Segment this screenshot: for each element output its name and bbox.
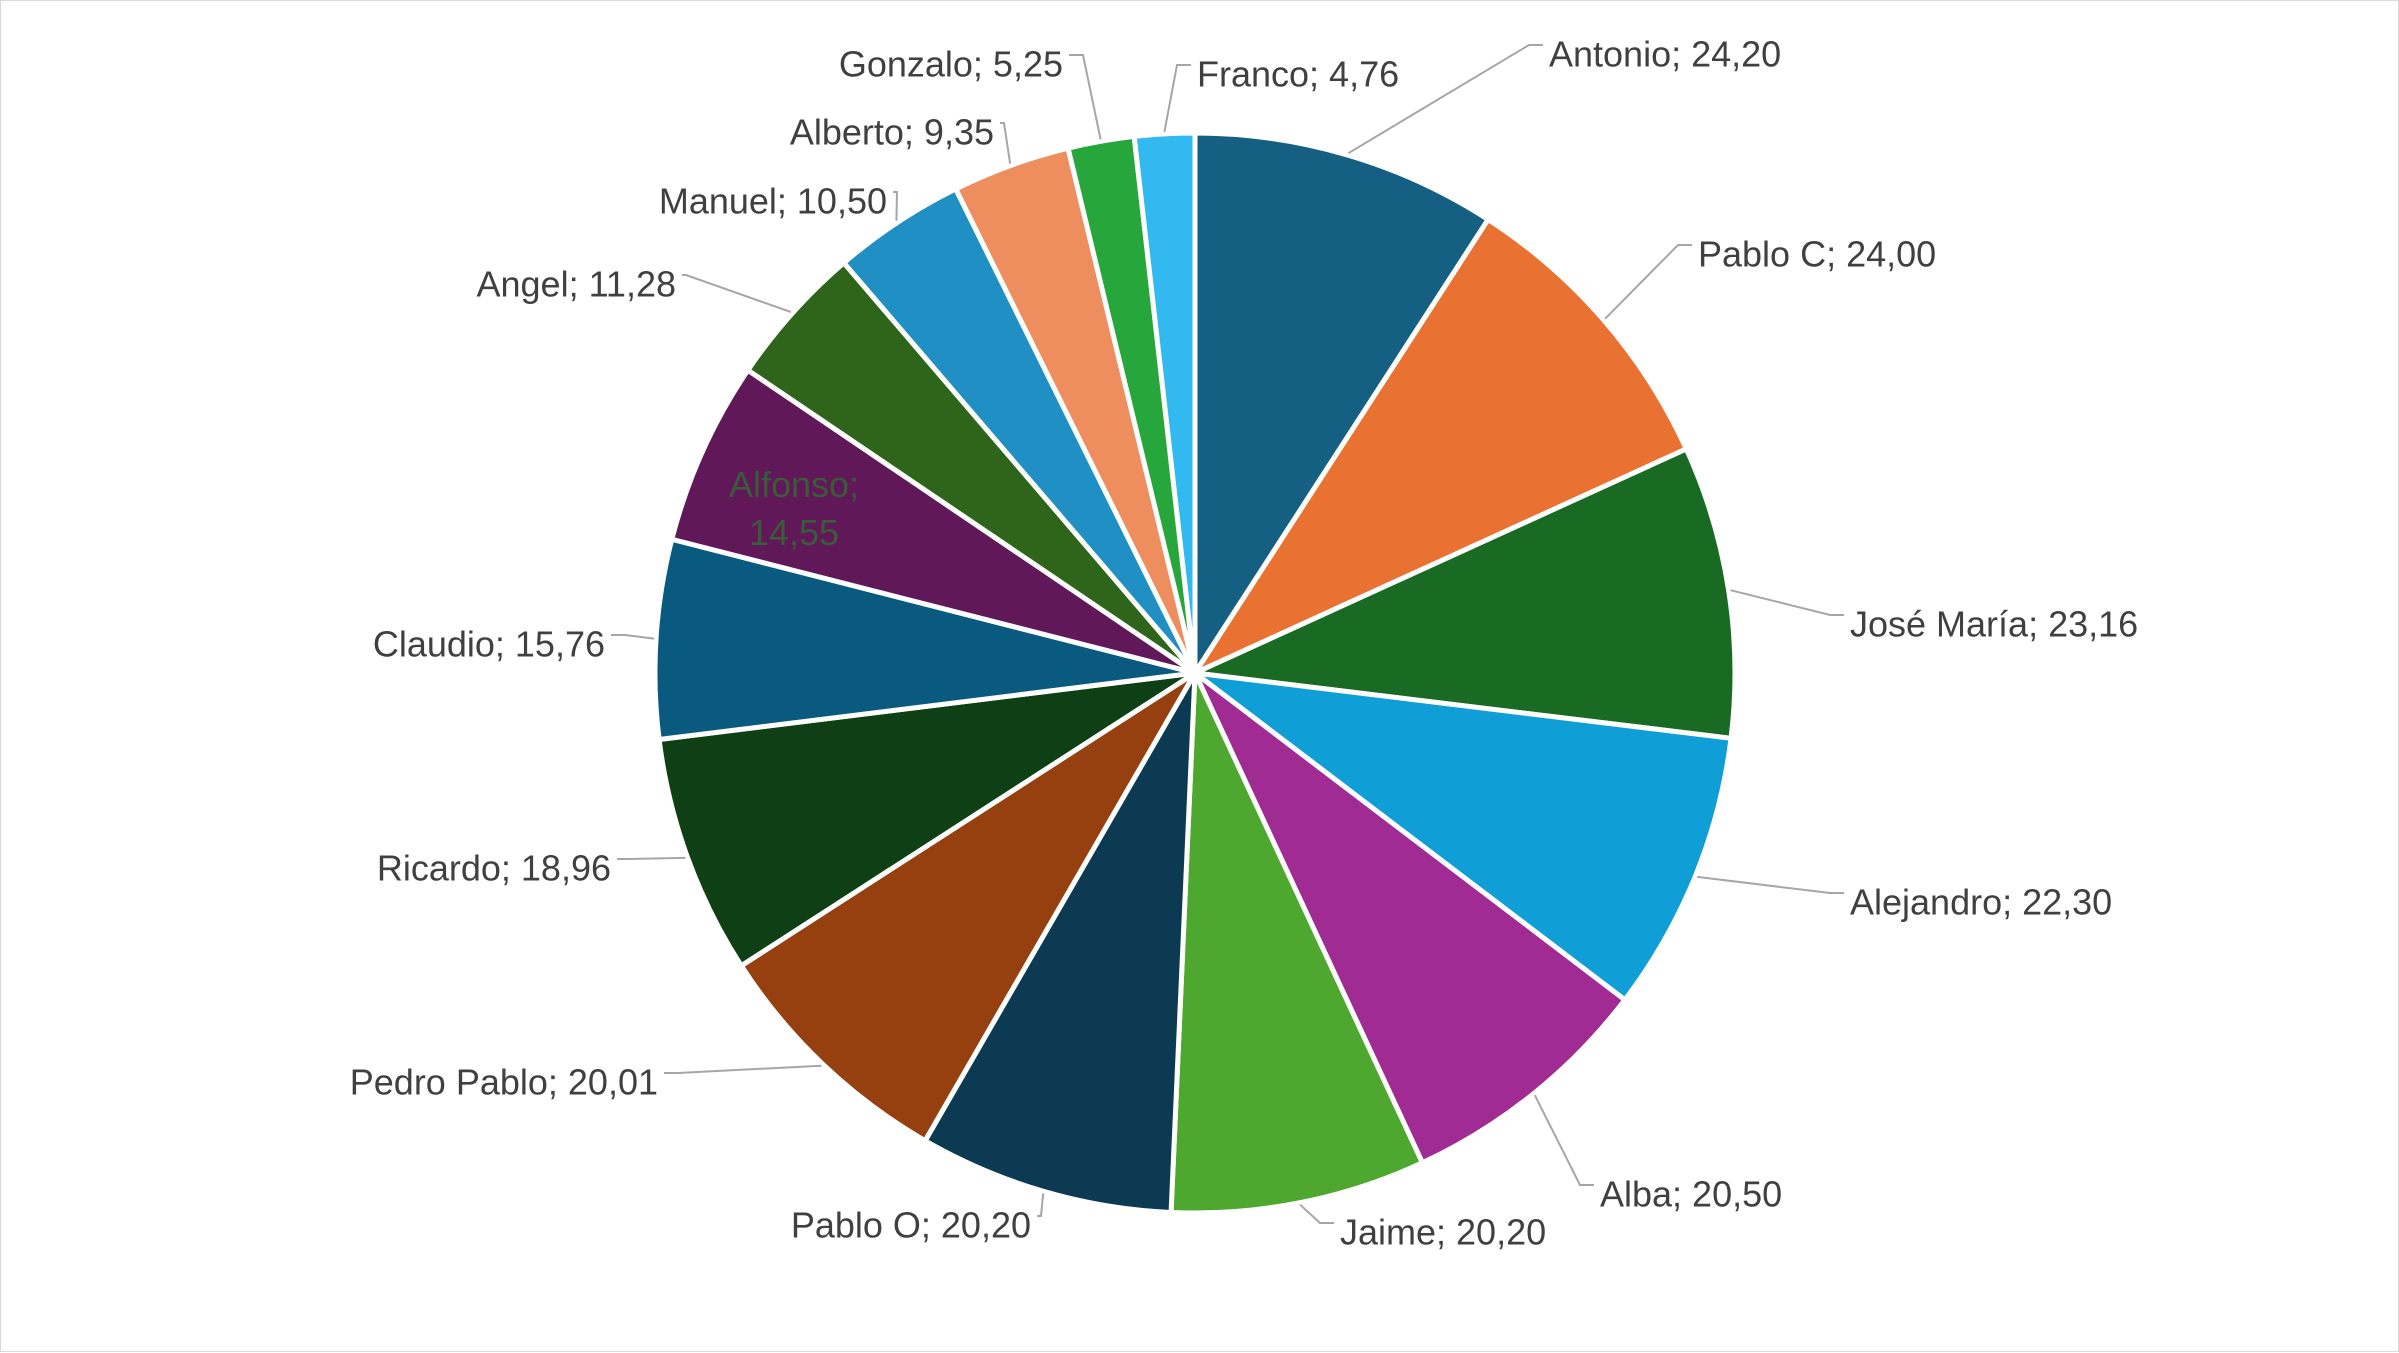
data-label-claudio: Claudio; 15,76 <box>373 624 605 665</box>
data-label-josé-maría: José María; 23,16 <box>1850 604 2138 645</box>
pie-slice-pablo-o <box>922 670 1198 1215</box>
data-label-alba: Alba; 20,50 <box>1600 1174 1782 1215</box>
leader-line-alba <box>1533 1094 1594 1186</box>
data-label-angel: Angel; 11,28 <box>477 264 677 305</box>
data-label-antonio: Antonio; 24,20 <box>1549 34 1781 75</box>
leader-line-ricardo <box>617 856 686 860</box>
leader-line-claudio <box>611 634 655 640</box>
data-label-alfonso: Alfonso; 14,55 <box>729 464 859 553</box>
data-label-alejandro: Alejandro; 22,30 <box>1850 882 2112 923</box>
leader-line-franco <box>1163 64 1191 133</box>
pie-slice-jaime <box>1168 670 1425 1216</box>
leader-line-gonzalo <box>1069 54 1102 140</box>
pie-slice-antonio <box>1192 130 1491 676</box>
pie-slice-josé-maría <box>1192 446 1738 741</box>
pie-slice-alfonso <box>669 367 1198 676</box>
leader-line-manuel <box>893 191 899 221</box>
data-label-pedro-pablo: Pedro Pablo; 20,01 <box>350 1062 658 1103</box>
pie-slice-ricardo <box>656 670 1198 969</box>
pie-slices <box>652 130 1738 1216</box>
pie-slice-pedro-pablo <box>738 670 1198 1144</box>
leader-line-alberto <box>1000 122 1012 164</box>
data-label-jaime: Jaime; 20,20 <box>1340 1212 1546 1253</box>
pie-slice-franco <box>1131 130 1198 676</box>
data-label-pablo-o: Pablo O; 20,20 <box>791 1205 1031 1246</box>
pie-slice-alba <box>1192 670 1628 1166</box>
leader-line-jaime <box>1299 1203 1334 1224</box>
leader-line-josé-maría <box>1730 589 1844 616</box>
data-label-alberto: Alberto; 9,35 <box>790 112 994 153</box>
leader-line-pedro-pablo <box>664 1064 822 1074</box>
pie-slice-alejandro <box>1192 670 1734 1003</box>
data-labels: Antonio; 24,20 Pablo C; 24,00 José María; … <box>350 34 2138 1253</box>
leader-line-angel <box>682 274 792 313</box>
data-label-gonzalo: Gonzalo; 5,25 <box>839 44 1063 85</box>
data-label-manuel: Manuel; 10,50 <box>659 181 887 222</box>
leader-lines <box>611 44 1844 1224</box>
data-label-ricardo: Ricardo; 18,96 <box>377 848 611 889</box>
leader-line-pablo-o <box>1037 1193 1045 1217</box>
pie-slice-claudio <box>652 536 1198 742</box>
leader-line-pablo-c <box>1604 244 1692 320</box>
leader-line-alejandro <box>1697 875 1844 894</box>
data-label-pablo-c: Pablo C; 24,00 <box>1698 234 1936 275</box>
data-label-franco: Franco; 4,76 <box>1197 54 1399 95</box>
pie-slice-pablo-c <box>1192 216 1689 676</box>
leader-line-antonio <box>1347 44 1543 155</box>
